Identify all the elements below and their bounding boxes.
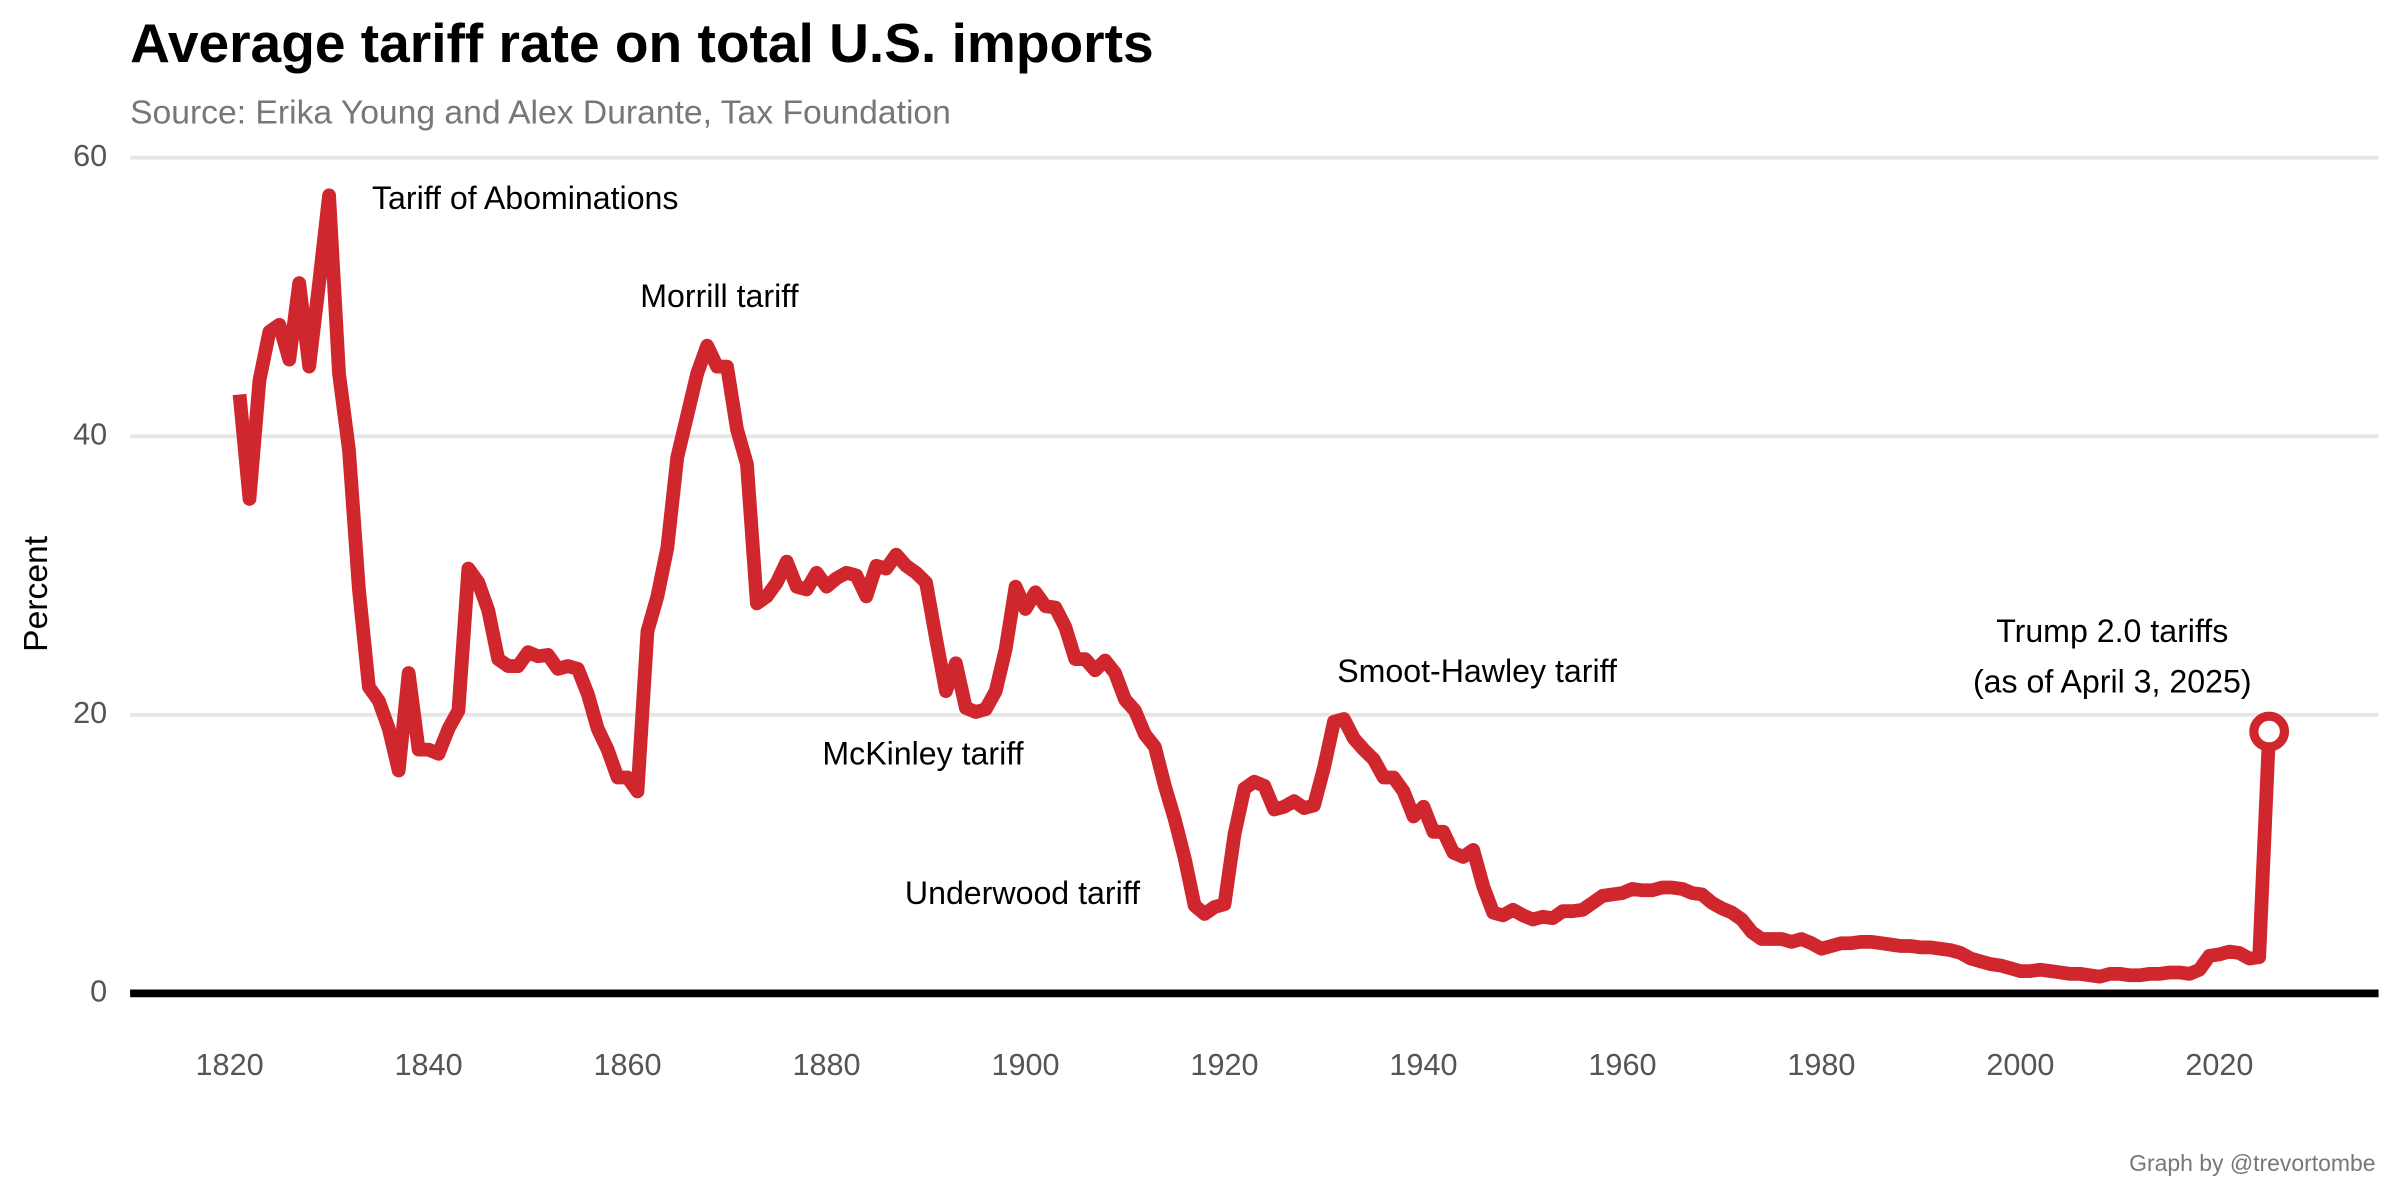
end-marker xyxy=(2249,711,2290,752)
data-line xyxy=(232,188,2277,984)
chart-title: Average tariff rate on total U.S. import… xyxy=(130,12,1154,74)
annotation: McKinley tariff xyxy=(822,736,1023,772)
x-tick-label: 1960 xyxy=(1588,1048,1656,1082)
y-tick-label: 0 xyxy=(90,974,107,1008)
y-tick-label: 20 xyxy=(73,696,107,730)
annotation: Underwood tariff xyxy=(905,875,1140,911)
caption: Graph by @trevortombe xyxy=(2129,1150,2375,1176)
y-tick-label: 40 xyxy=(73,417,107,451)
annotation: Tariff of Abominations xyxy=(372,180,679,216)
x-tick-label: 1820 xyxy=(196,1048,264,1082)
x-tick-label: 1940 xyxy=(1389,1048,1457,1082)
x-tick-label: 2020 xyxy=(2185,1048,2253,1082)
x-tick-label: 1920 xyxy=(1190,1048,1258,1082)
x-tick-label: 2000 xyxy=(1986,1048,2054,1082)
annotation: Morrill tariff xyxy=(640,278,798,314)
annotation: Smoot-Hawley tariff xyxy=(1337,653,1617,689)
y-axis-label: Percent xyxy=(18,535,55,652)
x-tick-label: 1860 xyxy=(593,1048,661,1082)
x-tick-label: 1980 xyxy=(1787,1048,1855,1082)
annotation: (as of April 3, 2025) xyxy=(1973,664,2252,700)
annotation: Trump 2.0 tariffs xyxy=(1996,613,2228,649)
x-tick-label: 1880 xyxy=(792,1048,860,1082)
x-tick-label: 1840 xyxy=(395,1048,463,1082)
x-tick-label: 1900 xyxy=(991,1048,1059,1082)
y-tick-label: 60 xyxy=(73,139,107,173)
chart-subtitle: Source: Erika Young and Alex Durante, Ta… xyxy=(130,95,951,132)
